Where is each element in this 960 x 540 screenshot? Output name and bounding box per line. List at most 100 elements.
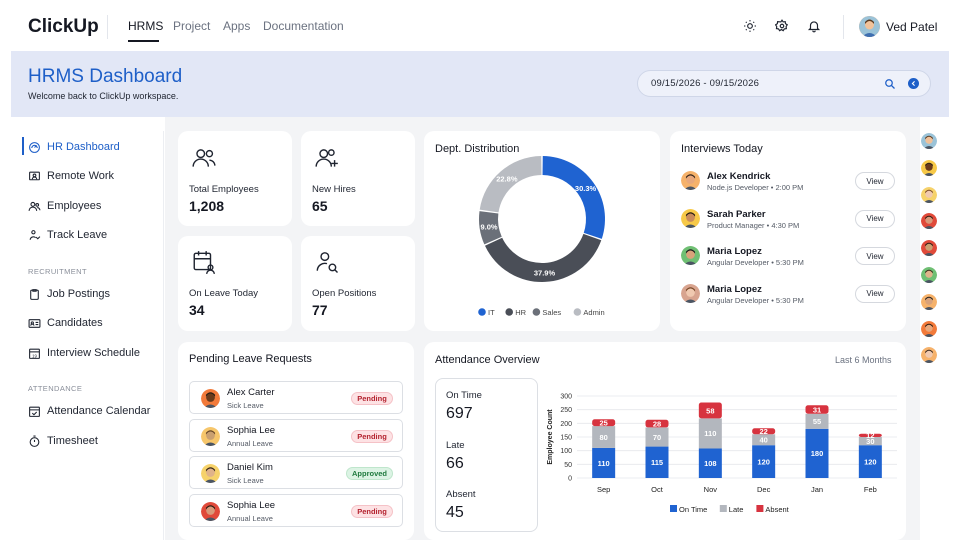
interview-details: Node.js Developer • 2:00 PM [707, 183, 804, 192]
svg-text:19: 19 [32, 353, 37, 358]
y-tick-label: 200 [560, 421, 572, 428]
legend-swatch [478, 308, 486, 316]
summary-label: On Time [446, 390, 482, 401]
bar-data-label: 110 [598, 459, 610, 468]
donut-data-label: 37.9% [534, 268, 556, 277]
bar-data-label: 22 [759, 427, 767, 436]
bar-segment-on-time [698, 448, 722, 478]
period-selector[interactable]: Last 6 Months [835, 355, 892, 365]
sidebar-item-label: Interview Schedule [47, 347, 140, 359]
bar-data-label: 180 [811, 449, 824, 458]
bar-data-label: 55 [813, 417, 821, 426]
calendar-user-icon [191, 249, 217, 280]
leave-request-row[interactable]: Sophia Lee Annual Leave Pending [189, 418, 403, 452]
bar-segment-absent [592, 419, 616, 427]
app-logo[interactable]: ClickUp [28, 16, 99, 37]
team-member-avatar[interactable] [921, 213, 937, 230]
legend-label: Absent [765, 505, 789, 514]
y-tick-label: 100 [560, 448, 572, 455]
y-tick-label: 50 [564, 462, 572, 469]
leave-request-row[interactable]: Daniel Kim Sick Leave Approved [189, 456, 403, 489]
view-button[interactable]: View [855, 247, 895, 265]
team-member-avatar[interactable] [921, 240, 937, 257]
date-range-value[interactable]: 09/15/2026 - 09/15/2026 [651, 78, 760, 89]
team-member-avatar[interactable] [921, 347, 937, 364]
legend-swatch [756, 505, 764, 512]
sidebar-divider [163, 131, 164, 540]
leave-type: Sick Leave [227, 476, 264, 485]
sidebar-item-label: Candidates [47, 317, 103, 329]
search-icon[interactable] [884, 77, 896, 95]
sidebar-item-employees[interactable]: Employees [28, 197, 101, 215]
bar-segment-absent [698, 402, 722, 419]
leave-type: Annual Leave [227, 438, 273, 448]
view-button[interactable]: View [855, 209, 895, 228]
bar-data-label: 58 [706, 406, 714, 415]
bell-icon[interactable] [804, 16, 824, 36]
bar-data-label: 80 [599, 433, 607, 442]
bar-segment-late [645, 427, 669, 447]
donut-slice-hr [484, 233, 602, 282]
avatar [201, 389, 220, 408]
gear-icon[interactable] [772, 16, 792, 36]
status-badge: Pending [351, 392, 393, 405]
team-member-avatar[interactable] [921, 320, 937, 337]
page-subtitle: Welcome back to ClickUp workspace. [28, 91, 179, 101]
view-button[interactable]: View [855, 172, 895, 190]
team-member-avatar[interactable] [921, 133, 937, 149]
stat-card-new-hires[interactable]: New Hires 65 [301, 131, 415, 226]
sidebar-item-job-postings[interactable]: Job Postings [28, 285, 110, 303]
user-name[interactable]: Ved Patel [886, 20, 938, 34]
bar-segment-on-time [752, 445, 776, 478]
sidebar-item-interview-schedule[interactable]: 19 Interview Schedule [28, 344, 140, 362]
team-member-avatar[interactable] [921, 267, 937, 283]
bar-segment-absent [805, 405, 829, 414]
legend-label: IT [488, 308, 495, 317]
dept-distribution-card: Dept. Distribution 30.3% 37.9% 9.0% 22.8% IT… [424, 131, 660, 331]
stat-card-on-leave[interactable]: On Leave Today 34 [178, 236, 292, 331]
team-member-avatar[interactable] [921, 159, 937, 176]
stat-value: 1,208 [189, 198, 225, 214]
sidebar-item-track-leave[interactable]: Track Leave [28, 226, 107, 244]
view-button[interactable]: View [855, 284, 895, 303]
nav-hrms[interactable]: HRMS [128, 19, 164, 33]
sidebar-item-hr-dashboard[interactable]: HR Dashboard [28, 138, 120, 156]
bar-segment-late [858, 437, 882, 446]
bar-segment-late [592, 426, 616, 448]
summary-label: Late [446, 440, 465, 451]
team-member-avatar[interactable] [921, 293, 937, 310]
chevron-left-icon[interactable] [908, 78, 919, 89]
sidebar-item-candidates[interactable]: Candidates [28, 314, 103, 332]
date-range-picker[interactable] [637, 70, 931, 97]
user-avatar[interactable] [859, 16, 880, 37]
nav-active-indicator [128, 40, 159, 42]
attendance-summary: On Time 697 Late 66 Absent 45 [435, 378, 538, 532]
sidebar-item-attendance-calendar[interactable]: Attendance Calendar [28, 402, 150, 420]
summary-value: 45 [446, 504, 464, 521]
x-tick-label: Feb [864, 485, 877, 494]
status-badge: Approved [346, 467, 393, 480]
sidebar-item-remote-work[interactable]: Remote Work [28, 167, 114, 185]
bar-segment-on-time [805, 428, 829, 478]
bar-segment-absent [645, 419, 669, 428]
donut-slice-admin [479, 156, 542, 213]
stat-card-total-employees[interactable]: Total Employees 1,208 [178, 131, 292, 226]
users-icon [28, 200, 41, 213]
nav-documentation[interactable]: Documentation [263, 19, 344, 33]
leave-request-row[interactable]: Sophia Lee Annual Leave Pending [189, 493, 403, 527]
donut-data-label: 30.3% [575, 184, 597, 193]
stat-card-open-positions[interactable]: Open Positions 77 [301, 236, 415, 331]
sidebar-item-timesheet[interactable]: Timesheet [28, 432, 98, 450]
sidebar-item-label: Attendance Calendar [47, 405, 151, 417]
bar-data-label: 120 [864, 457, 877, 466]
leave-request-row[interactable]: Alex Carter Sick Leave Pending [189, 381, 403, 414]
interviewee-name: Maria Lopez [707, 283, 762, 295]
y-tick-label: 0 [568, 476, 572, 483]
sidebar-item-label: Remote Work [47, 170, 115, 182]
team-member-avatar[interactable] [921, 186, 937, 203]
nav-project[interactable]: Project [173, 19, 211, 33]
legend-label: Admin [583, 308, 604, 317]
nav-apps[interactable]: Apps [223, 19, 251, 33]
bar-segment-on-time [858, 445, 882, 478]
sun-icon[interactable] [740, 16, 760, 36]
